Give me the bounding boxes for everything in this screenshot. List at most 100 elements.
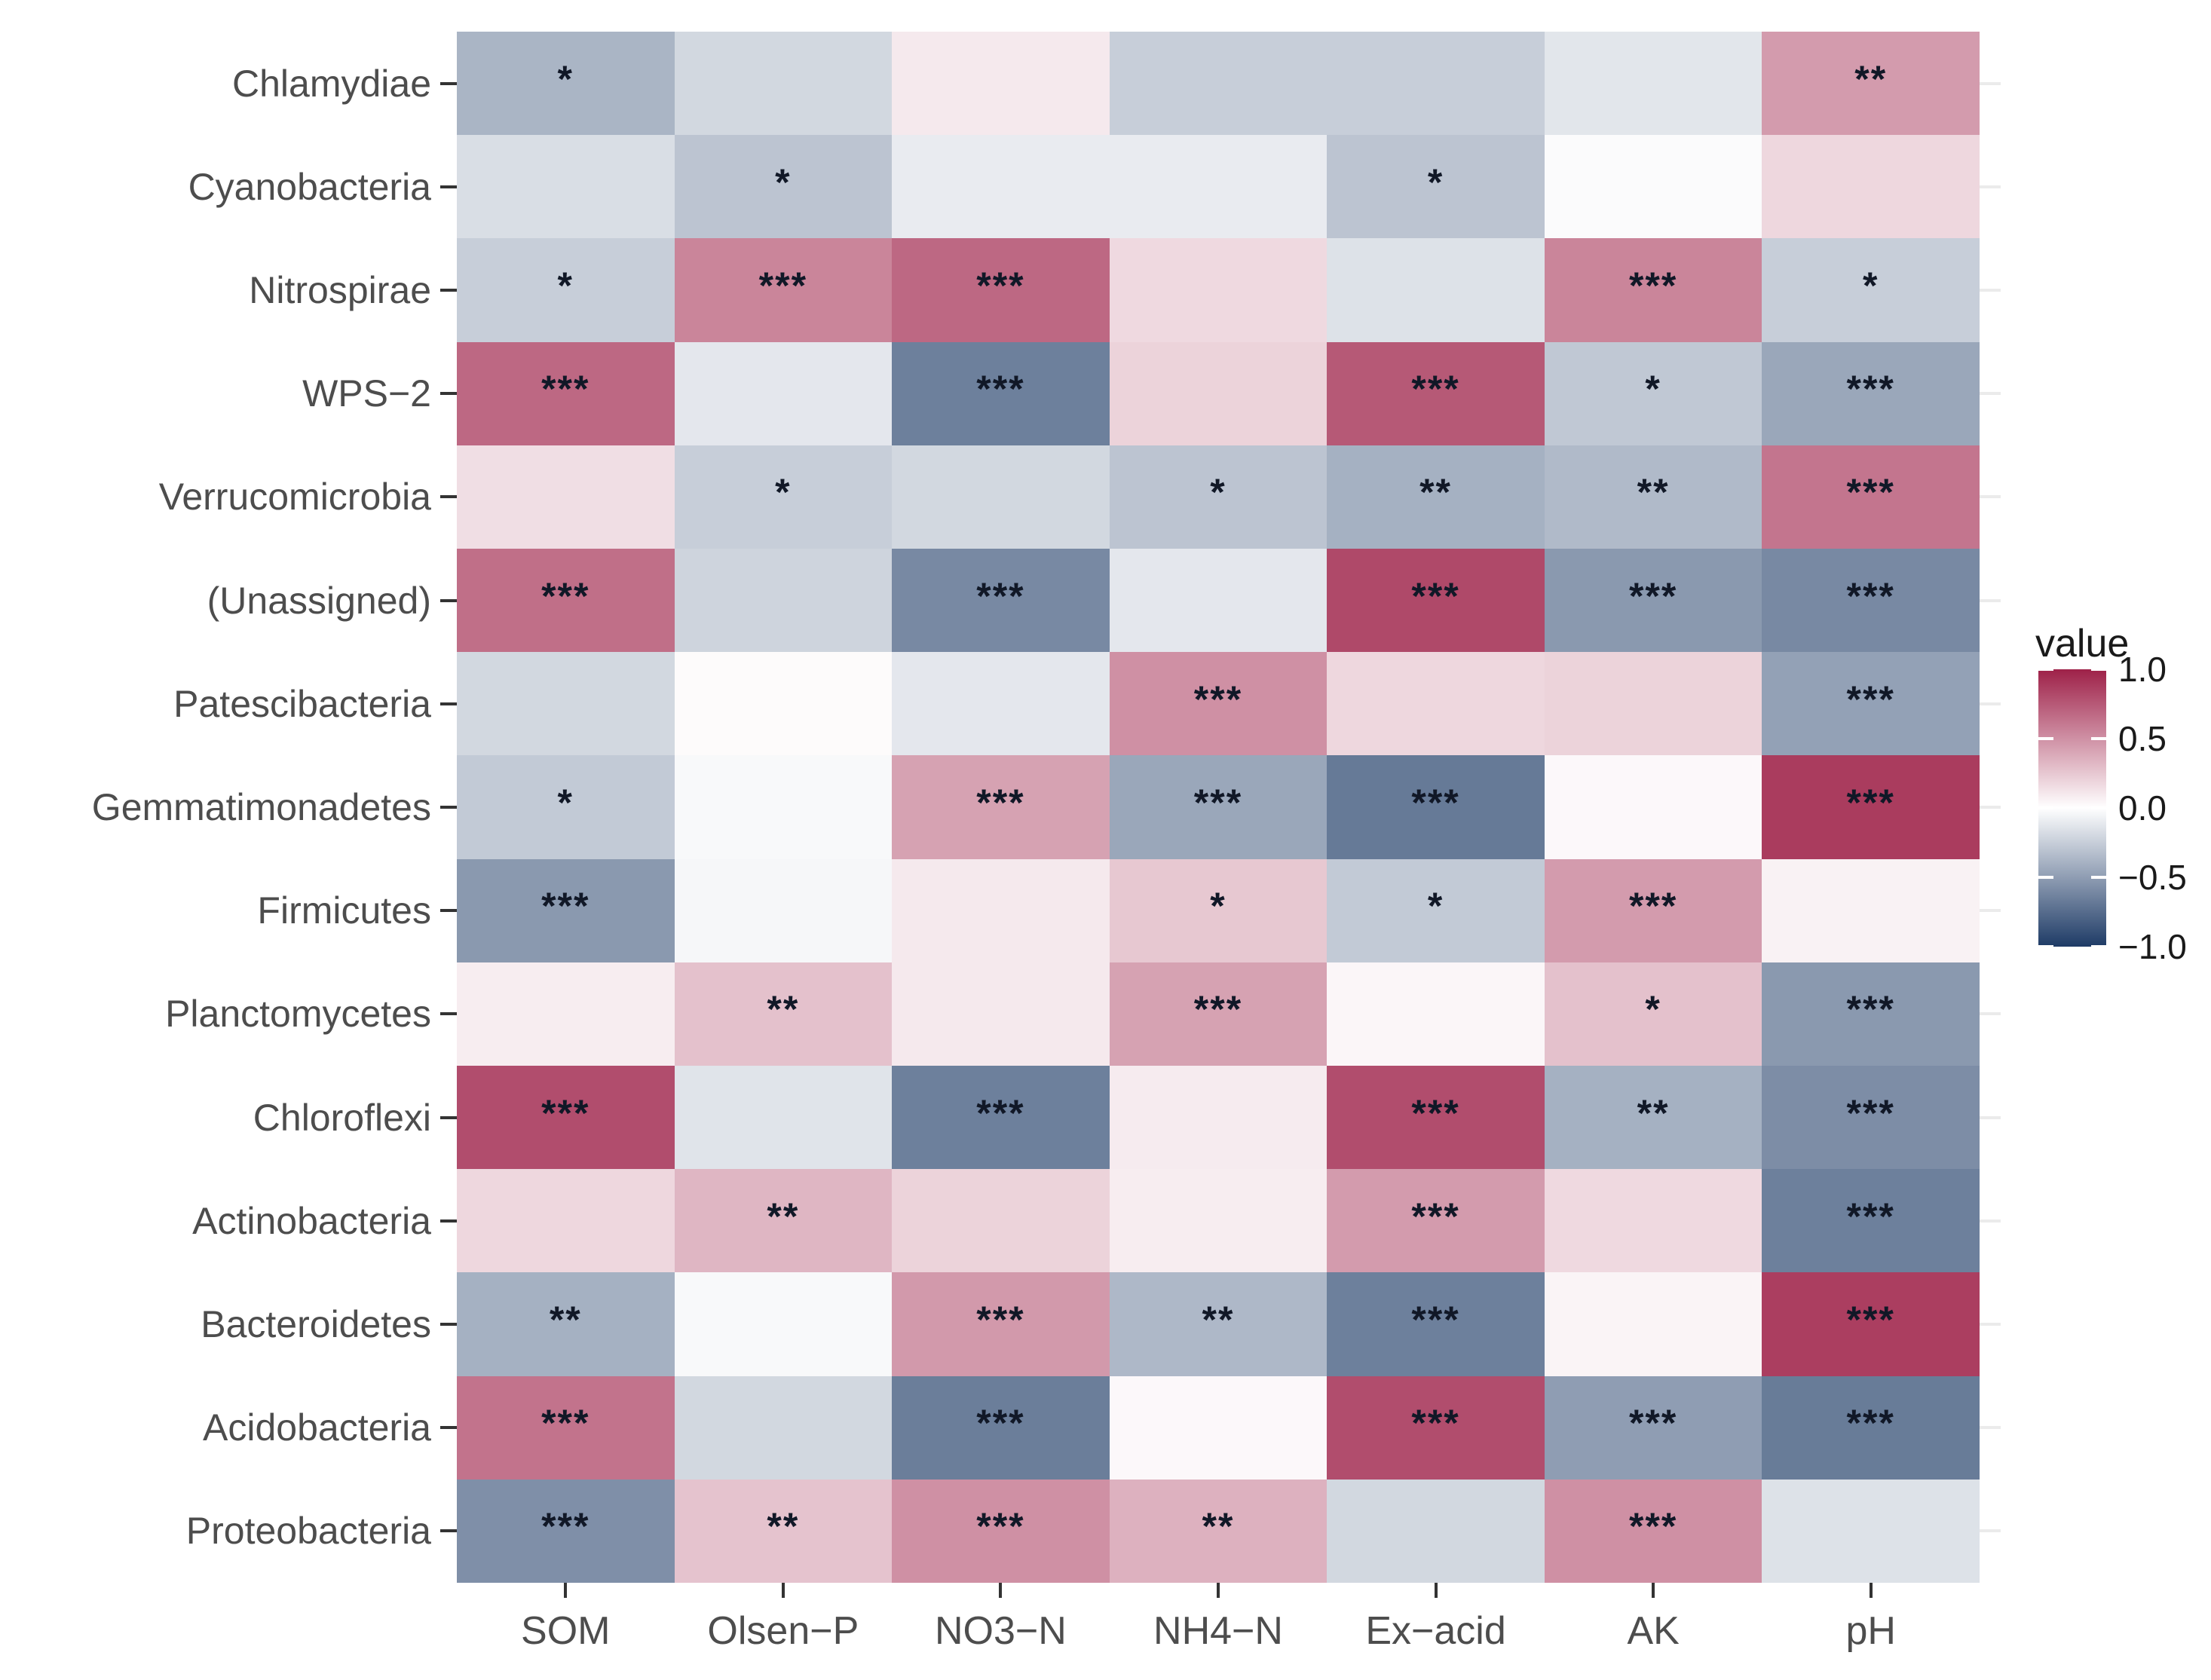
significance-stars: *** (1628, 885, 1678, 928)
heatmap-cell: *** (1762, 1376, 1980, 1480)
right-tick-row (1980, 755, 2005, 858)
y-axis-tick (440, 909, 457, 913)
heatmap-cell (1327, 1479, 1545, 1583)
heatmap-cell: * (1544, 341, 1762, 445)
x-axis-label: NO3−N (935, 1609, 1067, 1653)
significance-stars: ** (1637, 1091, 1670, 1134)
y-axis-tick (440, 1115, 457, 1119)
significance-stars: * (1427, 885, 1444, 928)
right-tick-row (1980, 1272, 2005, 1376)
heatmap-cell: *** (1544, 548, 1762, 653)
heatmap-cell: *** (1327, 341, 1545, 445)
y-axis-tick (440, 1219, 457, 1223)
significance-stars: * (1645, 988, 1661, 1031)
significance-stars: *** (976, 781, 1025, 824)
y-axis-row: Acidobacteria (0, 1376, 457, 1480)
right-axis-tick (1980, 1115, 2001, 1119)
significance-stars: ** (767, 1505, 800, 1548)
x-axis-column: pH (1762, 1583, 1980, 1673)
heatmap-cell (1109, 548, 1328, 653)
significance-stars: * (1862, 264, 1879, 307)
y-axis-label: Patescibacteria (173, 682, 431, 725)
x-axis-tick (1869, 1583, 1873, 1598)
heatmap-cell: *** (1762, 445, 1980, 549)
heatmap-cell (1327, 652, 1545, 756)
right-tick-row (1980, 1066, 2005, 1169)
significance-stars: * (557, 264, 574, 307)
heatmap-cell: * (674, 135, 893, 239)
significance-stars: ** (1419, 471, 1453, 514)
heatmap-cell: *** (1762, 341, 1980, 445)
heatmap-cell (674, 1376, 893, 1480)
heatmap-cell: * (1544, 962, 1762, 1066)
x-axis-column: NO3−N (892, 1583, 1110, 1673)
right-axis-tick (1980, 81, 2001, 85)
heatmap-cell: ** (674, 962, 893, 1066)
heatmap-cell (1109, 1065, 1328, 1170)
y-axis-tick (440, 598, 457, 602)
significance-stars: *** (1846, 1298, 1895, 1341)
heatmap-cell (1109, 1376, 1328, 1480)
y-axis: Chlamydiae Cyanobacteria Nitrospirae WPS−2 V… (0, 32, 457, 1583)
legend-bar-tick (2091, 669, 2106, 671)
heatmap-cell: *** (457, 858, 675, 962)
heatmap-cell: *** (1109, 652, 1328, 756)
legend-tick-label: 0.5 (2118, 719, 2167, 758)
right-axis-tick (1980, 495, 2001, 499)
heatmap-cell: *** (892, 1065, 1110, 1170)
significance-stars: *** (976, 1402, 1025, 1445)
significance-stars: *** (976, 1298, 1025, 1341)
y-axis-tick (440, 1529, 457, 1533)
heatmap-cell: * (1109, 858, 1328, 962)
heatmap-cell: *** (1327, 548, 1545, 653)
right-tick-row (1980, 1169, 2005, 1272)
right-tick-row (1980, 445, 2005, 549)
significance-stars: *** (1193, 988, 1243, 1031)
heatmap-cell (674, 1065, 893, 1170)
right-axis-tick (1980, 805, 2001, 809)
significance-stars: *** (1411, 574, 1460, 617)
y-axis-row: Patescibacteria (0, 652, 457, 755)
heatmap-cell: *** (1327, 1376, 1545, 1480)
legend-bar-tick (2038, 737, 2053, 740)
heatmap-cell: * (1109, 445, 1328, 549)
significance-stars: *** (1846, 1195, 1895, 1238)
significance-stars: *** (976, 574, 1025, 617)
heatmap-cell (674, 755, 893, 859)
heatmap-cell (1109, 32, 1328, 136)
significance-stars: *** (1193, 781, 1243, 824)
heatmap-cell: ** (1544, 445, 1762, 549)
y-axis-row: Chlamydiae (0, 32, 457, 135)
y-axis-label: (Unassigned) (207, 579, 431, 622)
heatmap-cell (892, 962, 1110, 1066)
significance-stars: ** (1854, 57, 1888, 100)
y-axis-row: Gemmatimonadetes (0, 755, 457, 858)
heatmap-cell: *** (892, 341, 1110, 445)
heatmap-cell: *** (1327, 1065, 1545, 1170)
heatmap-cell: ** (1327, 445, 1545, 549)
significance-stars: * (1645, 368, 1661, 411)
heatmap-cell (892, 652, 1110, 756)
y-axis-row: Proteobacteria (0, 1480, 457, 1583)
significance-stars: *** (1411, 368, 1460, 411)
y-axis-tick (440, 1012, 457, 1016)
y-axis-row: Cyanobacteria (0, 135, 457, 238)
y-axis-row: (Unassigned) (0, 549, 457, 652)
right-axis-tick (1980, 1322, 2001, 1326)
significance-stars: *** (541, 1402, 590, 1445)
heatmap-cell: * (1327, 858, 1545, 962)
heatmap-cell (457, 962, 675, 1066)
heatmap-cell: *** (457, 1479, 675, 1583)
significance-stars: *** (1846, 471, 1895, 514)
heatmap-cell: *** (1109, 755, 1328, 859)
heatmap-cell: *** (457, 341, 675, 445)
heatmap-cell (892, 1169, 1110, 1273)
y-axis-row: Planctomycetes (0, 962, 457, 1066)
legend-bar-tick (2038, 806, 2053, 809)
heatmap-cell (457, 1169, 675, 1273)
right-axis-tick (1980, 185, 2001, 188)
right-tick-row (1980, 135, 2005, 238)
legend-bar-tick (2091, 737, 2106, 740)
significance-stars: *** (1846, 574, 1895, 617)
significance-stars: *** (976, 1505, 1025, 1548)
